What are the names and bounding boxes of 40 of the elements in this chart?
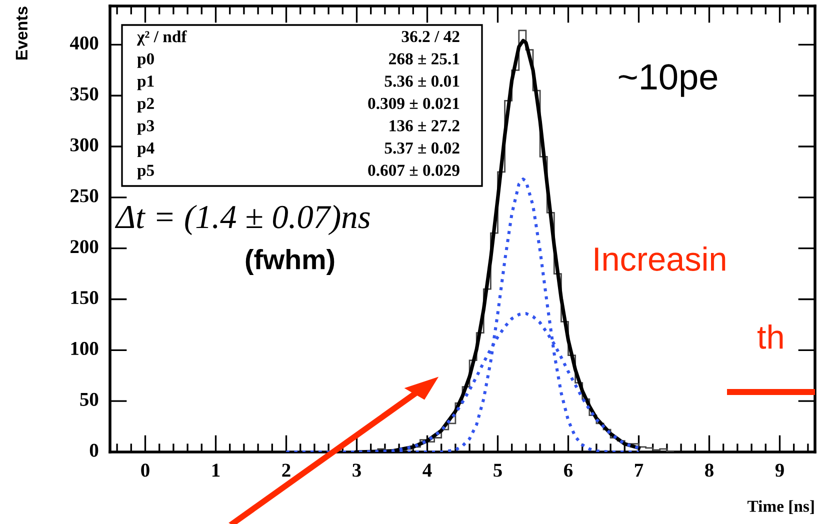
annotation: p5 <box>137 164 154 180</box>
annotation: 36.2 / 42 <box>402 30 460 42</box>
annotation: 0.309 ± 0.021 <box>368 98 460 110</box>
annotation: ~10pe <box>618 64 718 97</box>
y-axis-title: Events <box>16 6 28 60</box>
x-tick-label: 4 <box>422 464 432 477</box>
x-tick-label: 1 <box>212 464 220 477</box>
annotation: p0 <box>137 53 154 68</box>
annotation: Δt = (1.4 ± 0.07)ns <box>114 204 370 236</box>
annotation: 268 ± 25.1 <box>389 53 460 65</box>
y-tick-label: 250 <box>70 189 98 202</box>
x-axis-title: Time [ns] <box>748 500 814 514</box>
x-tick-label: 7 <box>635 464 644 477</box>
annotation: Increasin <box>595 246 726 271</box>
y-tick-label: 400 <box>70 36 98 50</box>
y-tick-label: 0 <box>90 444 98 457</box>
annotation: p3 <box>137 120 154 135</box>
y-tick-label: 150 <box>71 291 98 304</box>
y-tick-label: 200 <box>70 240 98 254</box>
x-tick-label: 6 <box>564 464 573 477</box>
annotation: 5.37 ± 0.02 <box>384 142 460 154</box>
annotation: 5.36 ± 0.01 <box>384 76 460 87</box>
y-tick-label: 350 <box>70 87 98 100</box>
x-tick-label: 5 <box>494 464 502 477</box>
annotation: (fwhm) <box>246 249 334 275</box>
annotation: p2 <box>137 98 154 112</box>
annotation: 136 ± 27.2 <box>390 120 460 132</box>
annotation: p1 <box>137 76 154 90</box>
y-tick-label: 50 <box>80 392 98 406</box>
x-tick-label: 8 <box>705 464 714 477</box>
annotation: 0.607 ± 0.029 <box>368 164 460 176</box>
y-tick-label: 100 <box>71 342 98 356</box>
annotation: χ² / ndf <box>136 30 187 46</box>
x-tick-label: 9 <box>775 464 784 477</box>
x-tick-label: 2 <box>282 464 290 477</box>
annotation: th <box>758 324 783 349</box>
x-tick-label: 3 <box>352 464 361 477</box>
annotation: p4 <box>137 142 154 158</box>
y-tick-label: 300 <box>70 138 98 152</box>
x-tick-label: 0 <box>141 464 150 477</box>
